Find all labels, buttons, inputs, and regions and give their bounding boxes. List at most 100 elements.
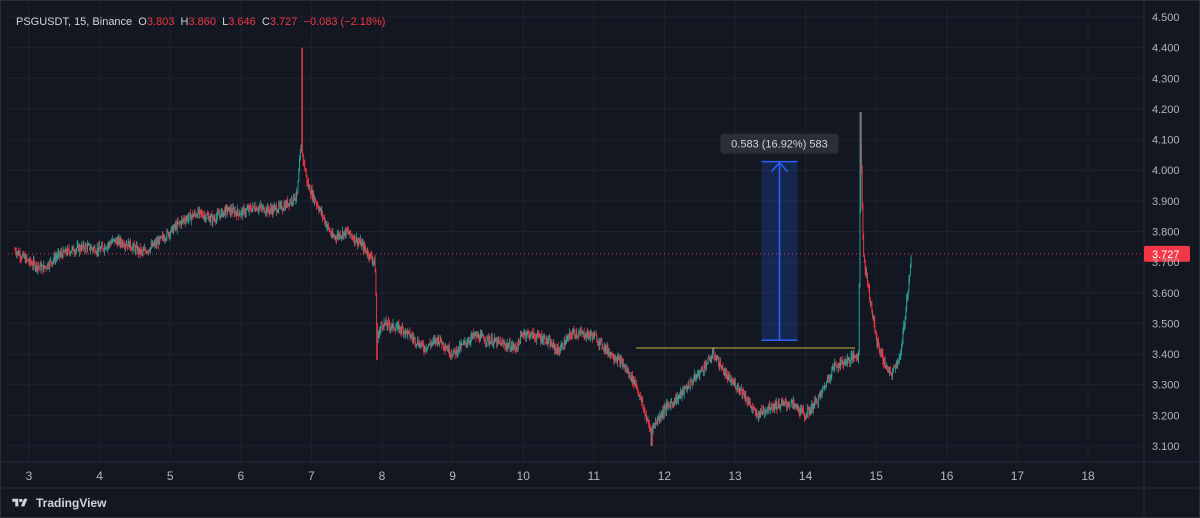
candle-body xyxy=(100,248,102,251)
candle-body xyxy=(394,329,396,331)
candle-body xyxy=(405,329,407,332)
candle-body xyxy=(209,219,211,222)
y-tick-label: 3.600 xyxy=(1152,288,1180,300)
candle-body xyxy=(805,417,807,419)
candle-body xyxy=(17,251,19,253)
price-axis[interactable]: 4.500 4.400 4.300 4.200 4.100 4.000 3.900 3.800… xyxy=(1152,12,1180,453)
time-axis[interactable]: 3 4 5 6 7 8 9 10 11 12 13 14 15 16 17 18 xyxy=(26,469,1095,483)
candle-body xyxy=(719,362,721,366)
candle-body xyxy=(261,207,263,209)
candle-body xyxy=(126,244,128,246)
candle-body xyxy=(834,363,836,366)
candle-body xyxy=(170,232,171,236)
candle-body xyxy=(674,397,676,403)
symbol-legend: PSGUSDT, 15, Binance O3.803 H3.860 L3.64… xyxy=(16,16,385,28)
candle-body xyxy=(33,260,34,266)
candle-body xyxy=(18,253,20,256)
candle-body xyxy=(564,340,566,346)
candle-body xyxy=(617,357,618,363)
candle-body xyxy=(680,390,681,396)
candle-body xyxy=(543,338,544,342)
candle-body xyxy=(119,238,121,245)
candle-body xyxy=(106,248,108,249)
candle-body xyxy=(497,338,499,342)
candle-body xyxy=(487,336,489,338)
candle-body xyxy=(408,331,409,332)
candle-body xyxy=(596,335,598,343)
candle-body xyxy=(729,375,730,377)
candle-body xyxy=(333,236,335,238)
candle-body xyxy=(184,219,186,221)
candle-body xyxy=(490,341,492,344)
candle-body xyxy=(695,375,697,380)
candle-body xyxy=(26,256,28,260)
candle-body xyxy=(659,415,661,419)
candle-body xyxy=(514,345,516,348)
candle-body xyxy=(322,216,324,218)
candle-body xyxy=(243,208,245,210)
candle-body xyxy=(869,299,871,304)
candle-body xyxy=(715,358,717,360)
candle-body xyxy=(71,247,73,252)
candle-body xyxy=(551,341,552,346)
candle-body xyxy=(684,387,686,389)
candle-body xyxy=(308,183,309,188)
candle-body xyxy=(195,214,197,217)
candle-body xyxy=(689,381,691,388)
candle-body xyxy=(597,342,599,344)
candle-body xyxy=(679,395,681,397)
candle-body xyxy=(268,206,269,211)
candle-body xyxy=(812,408,814,410)
candle-body xyxy=(200,210,202,213)
candle-body xyxy=(139,247,141,254)
candle-body xyxy=(16,252,18,255)
candle-body xyxy=(333,236,335,238)
candle-body xyxy=(415,343,417,345)
candle-body xyxy=(159,237,160,245)
candle-body xyxy=(860,143,862,211)
candle-body xyxy=(77,245,79,246)
candle-body xyxy=(422,342,423,345)
candle-body xyxy=(657,416,659,420)
tradingview-branding[interactable]: TradingView xyxy=(10,496,106,510)
drawings[interactable]: 3.727 0.583 (16.92%) 583 xyxy=(8,133,1190,349)
grid xyxy=(8,0,1144,462)
candle-body xyxy=(320,208,322,214)
candle-body xyxy=(884,359,886,367)
candle-body xyxy=(525,332,527,337)
candle-body xyxy=(82,243,84,247)
candle-body xyxy=(62,249,64,258)
candle-body xyxy=(465,342,467,345)
candle-body xyxy=(603,345,605,349)
candle-body xyxy=(482,335,484,339)
candle-body xyxy=(660,416,662,418)
candle-body xyxy=(391,327,392,328)
open-value: 3.803 xyxy=(146,16,175,28)
candle-body xyxy=(613,358,615,360)
candle-body xyxy=(650,429,652,431)
candle-body xyxy=(747,401,749,403)
candle-body xyxy=(456,348,458,355)
candle-body xyxy=(431,343,432,346)
candle-body xyxy=(507,344,509,348)
candle-body xyxy=(36,263,38,270)
candle-body xyxy=(558,350,560,354)
candle-body xyxy=(505,345,507,348)
candle-body xyxy=(503,343,505,345)
candle-body xyxy=(663,409,664,414)
candle-body xyxy=(540,335,542,341)
candle-body xyxy=(346,228,348,231)
candle-body xyxy=(471,334,473,337)
candle-body xyxy=(239,214,240,216)
candle-body xyxy=(104,246,105,251)
candle-body xyxy=(502,341,504,343)
candle-body xyxy=(666,403,668,406)
candle-body xyxy=(81,245,83,247)
candle-body xyxy=(78,245,80,252)
candle-body xyxy=(61,252,62,255)
candle-body xyxy=(606,346,607,351)
candle-body xyxy=(85,244,87,247)
candle-body xyxy=(571,332,573,337)
candle-body xyxy=(290,198,292,203)
